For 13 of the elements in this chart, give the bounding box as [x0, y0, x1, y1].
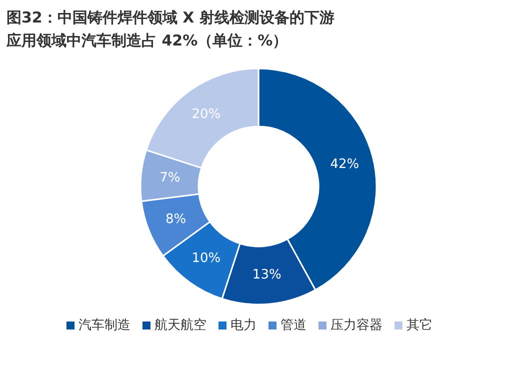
- legend-label: 航天航空: [154, 318, 206, 333]
- data-label: 20%: [192, 106, 221, 122]
- legend-label: 电力: [230, 318, 256, 333]
- legend-label: 其它: [406, 317, 432, 333]
- data-label: 13%: [252, 268, 282, 283]
- legend-label: 汽车制造: [78, 318, 130, 333]
- legend-label: 管道: [280, 318, 306, 333]
- legend-label: 压力容器: [330, 317, 382, 333]
- data-label: 10%: [192, 251, 221, 266]
- data-label: 7%: [160, 170, 180, 186]
- data-label: 42%: [330, 156, 360, 172]
- data-label: 8%: [165, 212, 186, 227]
- chart-title: 图32：中国铸件焊件领域 X 射线检测设备的下游应用领域中汽车制造占 42%（单位：%）: [6, 8, 334, 50]
